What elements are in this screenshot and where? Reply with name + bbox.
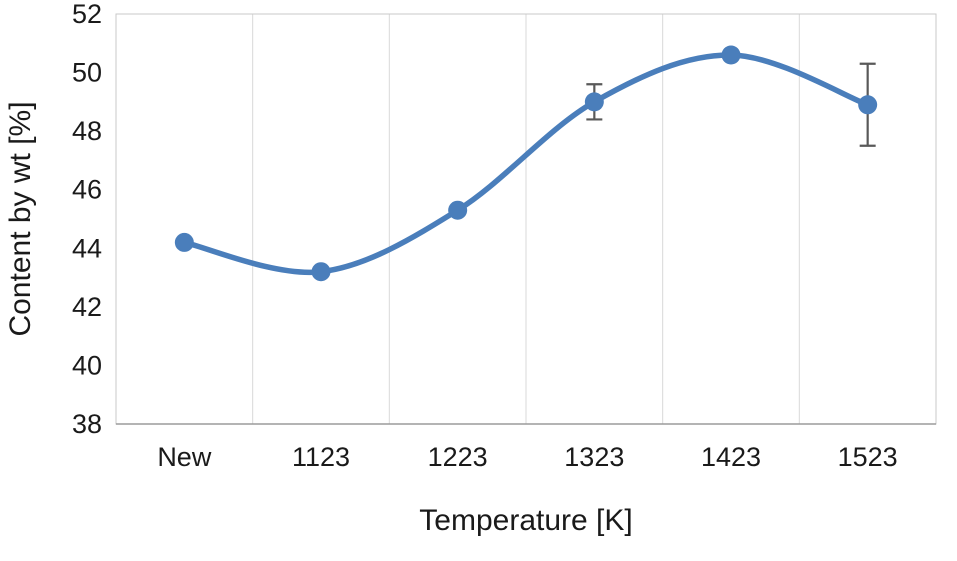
data-point-marker <box>584 92 604 112</box>
y-tick-label: 40 <box>72 350 102 380</box>
x-tick-label: 1423 <box>701 442 761 472</box>
x-tick-label: 1523 <box>838 442 898 472</box>
y-axis-title: Content by wt [%] <box>4 101 37 336</box>
data-point-marker <box>858 95 878 115</box>
x-tick-label: 1323 <box>564 442 624 472</box>
data-point-marker <box>721 45 741 65</box>
y-tick-label: 38 <box>72 409 102 439</box>
y-tick-label: 52 <box>72 0 102 29</box>
y-tick-label: 44 <box>72 233 102 263</box>
y-axis-tick-labels: 38 40 42 44 46 48 50 52 <box>72 0 102 439</box>
y-tick-label: 42 <box>72 292 102 322</box>
y-tick-label: 50 <box>72 58 102 88</box>
gridlines <box>252 14 800 424</box>
data-point-marker <box>448 200 468 220</box>
x-tick-label: New <box>157 442 212 472</box>
y-tick-label: 46 <box>72 175 102 205</box>
x-axis-title: Temperature [K] <box>419 504 632 537</box>
series-markers <box>174 45 878 282</box>
error-bars <box>586 62 876 147</box>
x-tick-label: 1223 <box>428 442 488 472</box>
x-axis-tick-labels: New 1123 1223 1323 1423 1523 <box>157 442 897 472</box>
x-tick-label: 1123 <box>292 442 350 472</box>
data-point-marker <box>311 262 331 282</box>
data-point-marker <box>174 232 194 252</box>
y-tick-label: 48 <box>72 116 102 146</box>
